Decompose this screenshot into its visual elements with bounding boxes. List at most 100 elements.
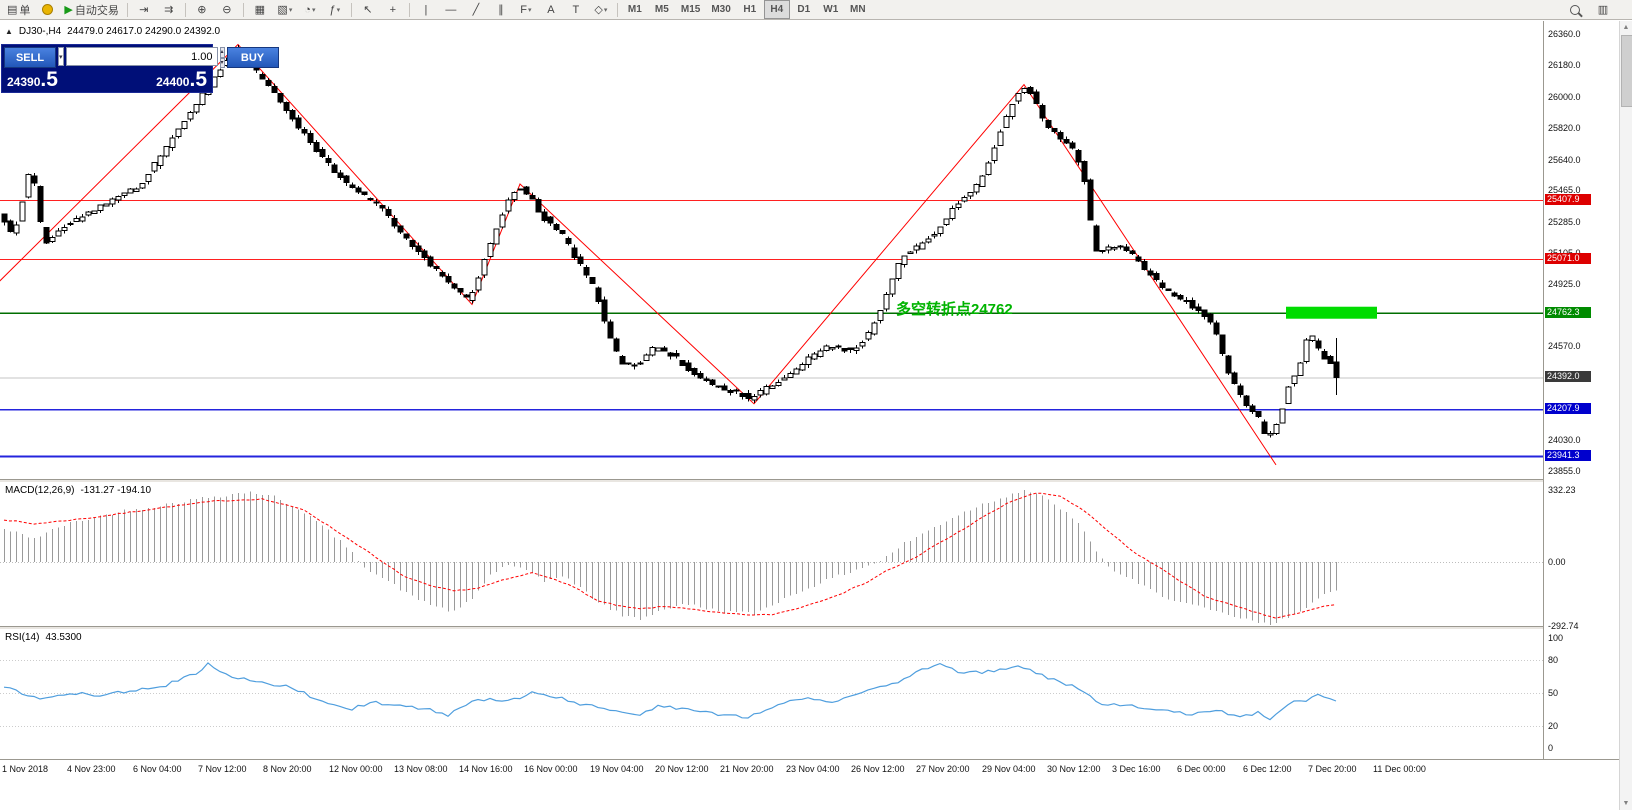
trendline-icon: ╱ (472, 4, 480, 16)
toolbar-separator (184, 2, 186, 17)
macd-pane[interactable]: MACD(12,26,9) -131.27 -194.10 (0, 482, 1543, 626)
timeframe-m5[interactable]: M5 (654, 4, 669, 15)
time-label: 23 Nov 04:00 (786, 764, 840, 774)
price-badge: 24207.9 (1545, 403, 1591, 415)
indicators-button[interactable]: ƒ ▾ (323, 0, 347, 19)
price-tick: -292.74 (1548, 620, 1579, 631)
crosshair-icon: + (389, 3, 397, 16)
scroll-up-icon[interactable]: ▲ (1622, 24, 1630, 31)
time-label: 7 Dec 20:00 (1308, 764, 1357, 774)
timeframe-m1[interactable]: M1 (627, 4, 642, 15)
vertical-scrollbar[interactable]: ▲ ▼ (1619, 21, 1632, 810)
volume-dropdown[interactable]: ▾ (58, 47, 64, 66)
deposit-button[interactable] (35, 0, 59, 19)
label-tool-button[interactable]: T (564, 0, 588, 19)
time-label: 6 Dec 12:00 (1243, 764, 1292, 774)
rsi-label: RSI(14) (5, 632, 40, 643)
order-label: 单 (19, 4, 31, 17)
auto-trading-icon: ▶ (64, 4, 73, 16)
zoom-in-icon: ⊕ (197, 4, 207, 16)
stepper-up-icon[interactable]: ▴ (219, 47, 225, 58)
fibonacci-button[interactable]: F ▾ (514, 0, 538, 19)
timeframe-m15[interactable]: M15 (680, 4, 701, 15)
new-order-button[interactable]: ▤ 单 (3, 0, 34, 19)
auto-scroll-icon: ⇉ (164, 4, 174, 16)
zoom-out-button[interactable]: ⊖ (215, 0, 239, 19)
timeframe-h1[interactable]: H1 (743, 4, 757, 15)
volume-input[interactable] (65, 47, 218, 66)
vertical-line-button[interactable]: | (414, 0, 438, 19)
channel-button[interactable]: ∥ (489, 0, 513, 19)
tile-windows-icon: ▦ (254, 4, 266, 16)
cursor-tool-button[interactable]: ↖ (356, 0, 380, 19)
macd-chart[interactable] (0, 482, 1543, 626)
rsi-header: RSI(14) 43.5300 (5, 632, 82, 643)
price-tick: 23855.0 (1548, 465, 1581, 476)
time-label: 11 Dec 00:00 (1373, 764, 1426, 774)
macd-header: MACD(12,26,9) -131.27 -194.10 (5, 485, 151, 496)
price-badge: 25407.9 (1545, 194, 1591, 206)
stepper-down-icon[interactable]: ▾ (219, 57, 225, 68)
time-label: 1 Nov 2018 (2, 764, 49, 774)
cursor-icon: ↖ (363, 4, 373, 16)
panel-toggle-button[interactable]: ▥ (1591, 0, 1615, 19)
price-tick: 20 (1548, 721, 1559, 731)
one-click-trading-panel: SELL ▾ ▴ ▾ BUY 24390.5 24400.5 (1, 44, 279, 93)
timeframe-m30[interactable]: M30 (711, 4, 731, 15)
shapes-button[interactable]: ◇ ▾ (589, 0, 613, 19)
chevron-down-icon: ▾ (311, 6, 316, 14)
pane-divider[interactable] (0, 626, 1632, 629)
price-tick: 26180.0 (1548, 60, 1581, 71)
chevron-down-icon: ▾ (336, 6, 341, 14)
buy-price[interactable]: 24400.5 (156, 68, 207, 91)
toolbar-separator (126, 2, 128, 17)
chevron-down-icon: ▾ (603, 6, 608, 14)
search-icon (1570, 4, 1580, 15)
chart-shift-button[interactable]: ⇥ (132, 0, 156, 19)
time-axis[interactable]: 1 Nov 2018 4 Nov 23:00 6 Nov 04:00 7 Nov 12… (0, 759, 1632, 780)
time-label: 27 Nov 20:00 (916, 764, 970, 774)
timeframe-h4[interactable]: H4 (763, 0, 790, 19)
crosshair-tool-button[interactable]: + (381, 0, 405, 19)
new-chart-button[interactable]: ▧ ▾ (273, 0, 297, 19)
sell-button[interactable]: SELL (4, 47, 56, 68)
text-tool-icon: A (547, 3, 555, 16)
timeframe-w1[interactable]: W1 (823, 4, 839, 15)
price-tick: 25820.0 (1548, 123, 1581, 134)
rsi-pane[interactable]: RSI(14) 43.5300 (0, 629, 1543, 759)
timeframe-mn[interactable]: MN (850, 4, 866, 15)
toolbar-separator (242, 2, 244, 17)
label-tool-icon: T (572, 3, 580, 16)
trendline-button[interactable]: ╱ (464, 0, 488, 19)
chart-ohlc-header: ▲ DJ30-,H4 24479.0 24617.0 24290.0 24392… (5, 26, 220, 37)
profiles-button[interactable]: ◔ ▾ (298, 0, 322, 19)
price-badge: 23941.3 (1545, 449, 1591, 461)
scrollbar-thumb[interactable] (1621, 35, 1632, 107)
chart-shift-icon: ⇥ (139, 4, 149, 16)
toolbar-separator (616, 2, 618, 17)
price-tick: 25285.0 (1548, 216, 1581, 227)
buy-button[interactable]: BUY (226, 47, 279, 68)
search-button[interactable] (1563, 0, 1587, 19)
volume-stepper[interactable]: ▴ ▾ (219, 47, 225, 68)
tile-windows-button[interactable]: ▦ (248, 0, 272, 19)
zoom-in-button[interactable]: ⊕ (190, 0, 214, 19)
coins-icon (41, 4, 53, 15)
pane-divider[interactable] (0, 479, 1632, 482)
price-chart-pane[interactable]: ▲ DJ30-,H4 24479.0 24617.0 24290.0 24392… (0, 21, 1543, 479)
panel-collapse-icon[interactable]: ▲ (5, 27, 13, 36)
chevron-down-icon: ▾ (288, 6, 293, 14)
time-label: 6 Dec 00:00 (1177, 764, 1226, 774)
auto-trading-button[interactable]: ▶ 自动交易 (60, 0, 122, 19)
text-tool-button[interactable]: A (539, 0, 563, 19)
timeframe-d1[interactable]: D1 (797, 4, 811, 15)
sell-price[interactable]: 24390.5 (7, 68, 58, 91)
time-label: 26 Nov 12:00 (851, 764, 905, 774)
scroll-down-icon[interactable]: ▼ (1622, 800, 1630, 807)
price-axis[interactable]: 26360.0 26180.0 26000.0 25820.0 25640.0 25465… (1543, 21, 1619, 759)
horizontal-line-button[interactable]: — (439, 0, 463, 19)
rsi-chart[interactable] (0, 629, 1543, 759)
candlestick-chart[interactable] (0, 21, 1543, 479)
time-label: 8 Nov 20:00 (263, 764, 312, 774)
auto-scroll-button[interactable]: ⇉ (157, 0, 181, 19)
